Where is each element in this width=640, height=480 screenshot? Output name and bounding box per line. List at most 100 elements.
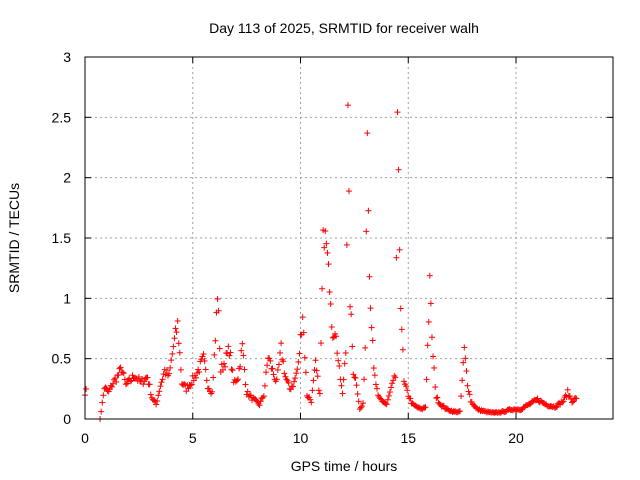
- data-point: [366, 273, 373, 280]
- y-tick-label: 2.5: [52, 109, 72, 125]
- data-point: [349, 343, 356, 350]
- data-point: [98, 408, 105, 415]
- data-point: [374, 385, 381, 392]
- data-point: [241, 366, 248, 373]
- data-point: [308, 399, 315, 406]
- data-point: [228, 366, 235, 373]
- data-point: [322, 228, 329, 235]
- data-point: [336, 362, 343, 369]
- data-point: [434, 394, 441, 401]
- data-point: [127, 378, 134, 385]
- data-point: [364, 130, 371, 137]
- data-point: [383, 401, 390, 408]
- data-point: [102, 384, 109, 391]
- data-point: [534, 395, 541, 402]
- data-point: [325, 261, 332, 268]
- data-point: [173, 329, 180, 336]
- data-point: [169, 350, 176, 357]
- y-tick-label: 0: [63, 411, 71, 427]
- y-tick-label: 2: [63, 170, 71, 186]
- data-point: [459, 377, 466, 384]
- data-point: [573, 395, 580, 402]
- data-point: [333, 333, 340, 340]
- data-point: [214, 295, 221, 302]
- data-point: [291, 378, 298, 385]
- data-point: [301, 354, 308, 361]
- data-point: [203, 377, 210, 384]
- data-point: [310, 377, 317, 384]
- data-point: [397, 305, 404, 312]
- data-point: [465, 388, 472, 395]
- data-point: [264, 362, 271, 369]
- data-point: [365, 207, 372, 214]
- data-point: [215, 307, 222, 314]
- data-point: [463, 368, 470, 375]
- data-point: [202, 366, 209, 373]
- data-point: [166, 370, 173, 377]
- data-point: [277, 349, 284, 356]
- data-point: [263, 369, 270, 376]
- data-point: [281, 370, 288, 377]
- y-tick-label: 3: [63, 49, 71, 65]
- data-point: [427, 300, 434, 307]
- data-point: [362, 344, 369, 351]
- data-point: [370, 365, 377, 372]
- data-point: [174, 317, 181, 324]
- data-point: [155, 392, 162, 399]
- data-point: [175, 340, 182, 347]
- data-point: [110, 380, 117, 387]
- data-point: [112, 375, 119, 382]
- data-point: [278, 340, 285, 347]
- data-point: [316, 390, 323, 397]
- data-point: [83, 385, 90, 392]
- data-point: [237, 363, 244, 370]
- data-point: [353, 382, 360, 389]
- data-point: [159, 376, 166, 383]
- data-point: [352, 374, 359, 381]
- data-point: [361, 376, 368, 383]
- data-point: [394, 109, 401, 116]
- data-point: [170, 343, 177, 350]
- data-point: [172, 325, 179, 332]
- data-point: [167, 364, 174, 371]
- data-point: [140, 381, 147, 388]
- data-point: [440, 402, 447, 409]
- data-point: [346, 188, 352, 195]
- data-point: [393, 254, 400, 261]
- data-point: [399, 346, 406, 353]
- data-point: [461, 344, 468, 351]
- data-point: [229, 367, 236, 374]
- data-point: [289, 383, 296, 390]
- axis-ticks: 0 0.5 1 1.5 2 2.5 3 0 5 10 15 20: [52, 49, 613, 446]
- data-point: [116, 365, 123, 372]
- data-point: [354, 390, 361, 397]
- data-point: [299, 314, 306, 321]
- data-point: [135, 374, 142, 381]
- data-point: [227, 349, 234, 356]
- data-point: [386, 389, 393, 396]
- data-points: [82, 102, 580, 422]
- data-point: [177, 366, 184, 373]
- data-point: [187, 382, 194, 389]
- data-point: [233, 377, 240, 384]
- data-point: [219, 366, 226, 373]
- data-point: [221, 360, 228, 367]
- data-point: [391, 372, 398, 379]
- data-point: [327, 301, 334, 308]
- data-point: [342, 349, 349, 356]
- y-axis-label: SRMTID / TECUs: [6, 183, 22, 293]
- data-point: [395, 166, 402, 173]
- x-tick-label: 5: [189, 430, 197, 446]
- data-point: [198, 356, 205, 363]
- data-point: [407, 395, 414, 402]
- data-point: [144, 374, 151, 381]
- data-point: [323, 240, 330, 247]
- data-point: [181, 380, 188, 387]
- data-point: [369, 337, 376, 344]
- data-point: [569, 399, 576, 406]
- data-point: [153, 401, 160, 408]
- data-point: [564, 386, 571, 393]
- y-tick-label: 0.5: [52, 351, 72, 367]
- data-point: [222, 363, 229, 370]
- data-point: [382, 400, 389, 407]
